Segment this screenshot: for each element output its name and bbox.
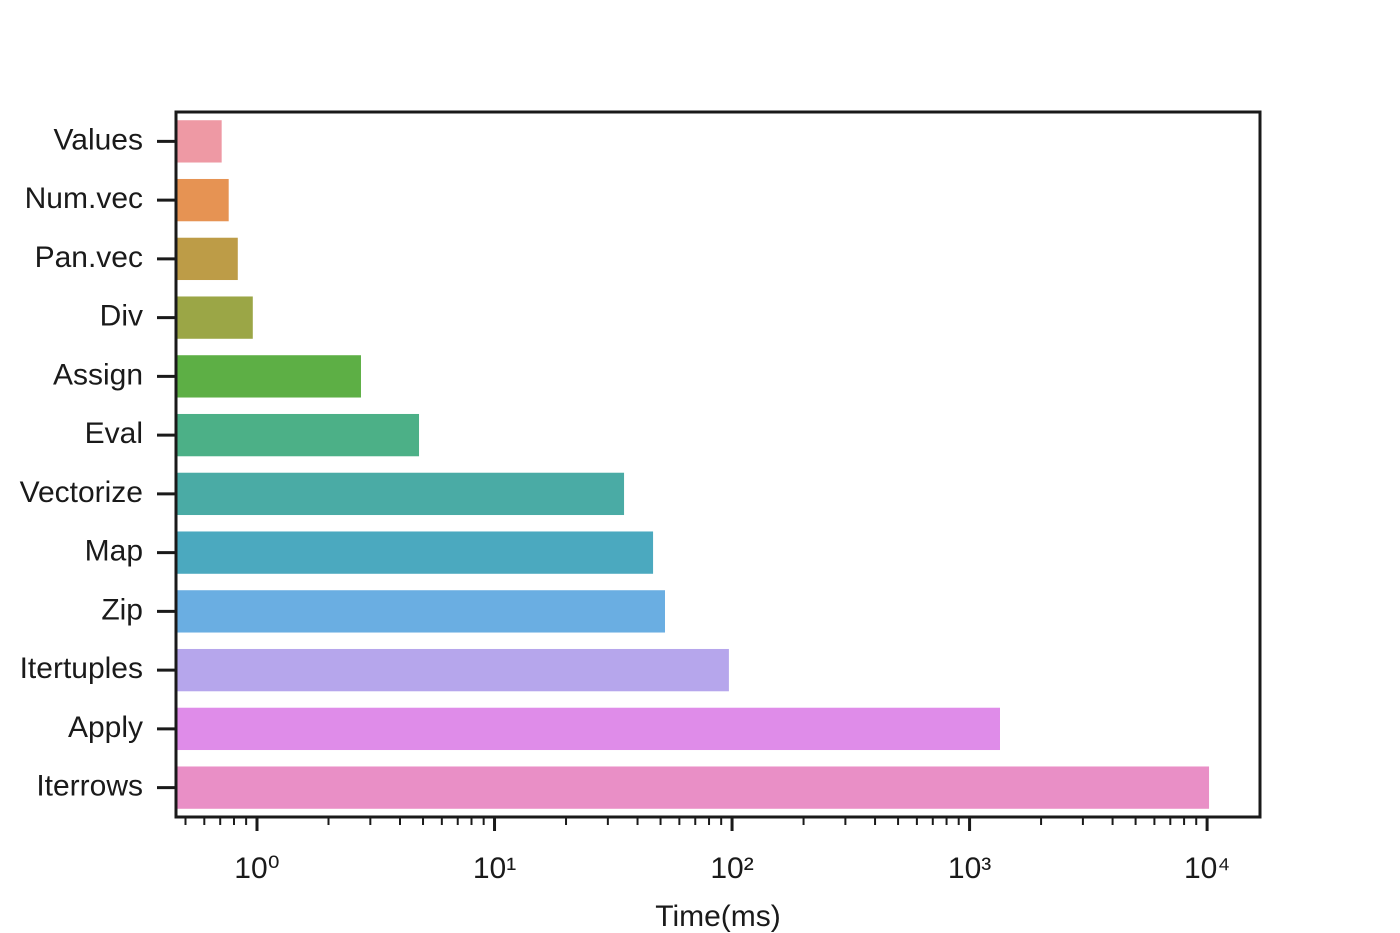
bar bbox=[176, 648, 729, 692]
y-tick-label: Iterrows bbox=[36, 770, 143, 803]
bar bbox=[176, 766, 1210, 809]
x-tick-label: 10¹ bbox=[473, 852, 516, 885]
bar bbox=[176, 178, 229, 222]
plot-frame bbox=[174, 110, 1262, 819]
x-tick-label: 10³ bbox=[948, 852, 991, 885]
x-axis-label: Time(ms) bbox=[655, 900, 781, 933]
bar bbox=[176, 707, 1000, 751]
y-tick-label: Itertuples bbox=[20, 652, 143, 685]
bar bbox=[176, 237, 238, 281]
y-tick-label: Apply bbox=[68, 711, 143, 744]
y-tick-label: Pan.vec bbox=[35, 241, 143, 274]
bar bbox=[176, 531, 654, 574]
y-tick-label: Num.vec bbox=[25, 182, 143, 215]
y-tick-label: Values bbox=[53, 123, 143, 156]
y-tick-label: Vectorize bbox=[20, 476, 143, 509]
bar bbox=[176, 120, 222, 163]
x-tick-label: 10⁰ bbox=[234, 852, 279, 885]
y-tick-label: Assign bbox=[53, 358, 143, 391]
y-tick-label: Zip bbox=[101, 593, 143, 626]
y-tick-label: Div bbox=[100, 300, 143, 333]
bar bbox=[176, 296, 253, 339]
bar bbox=[176, 413, 420, 457]
bar bbox=[176, 355, 361, 398]
x-tick-label: 10⁴ bbox=[1184, 852, 1230, 885]
bar bbox=[176, 472, 625, 516]
y-tick-label: Map bbox=[85, 535, 143, 568]
x-tick-label: 10² bbox=[710, 852, 753, 885]
y-tick-label: Eval bbox=[85, 417, 143, 450]
bar bbox=[176, 590, 665, 633]
